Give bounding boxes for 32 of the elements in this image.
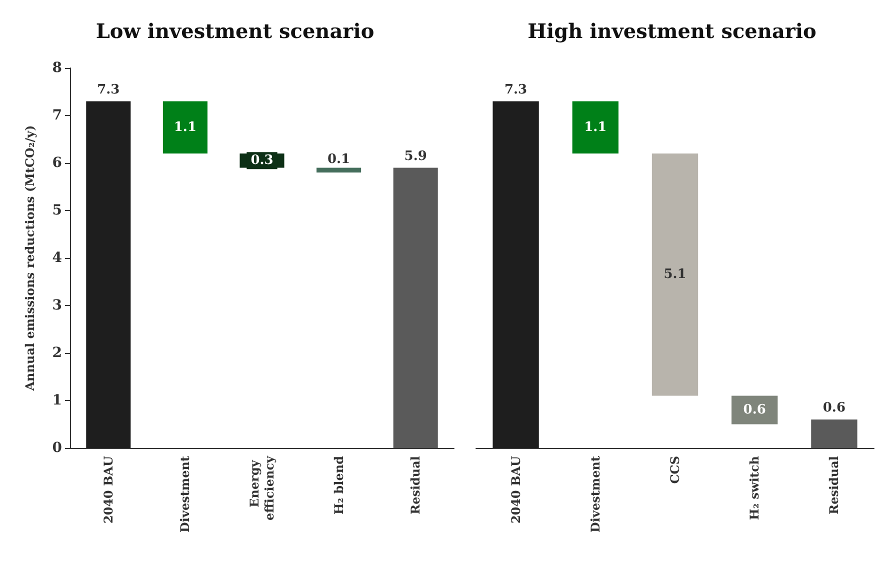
data-label: 0.1 [327, 152, 350, 167]
data-label: 0.3 [250, 153, 274, 168]
y-tick-label: 4 [52, 250, 62, 266]
y-tick-label: 7 [52, 108, 62, 124]
data-label: 0.6 [822, 400, 846, 416]
y-tick-label: 0 [52, 440, 62, 456]
x-tick-label: Energy efficiency [248, 454, 276, 521]
data-label: 1.1 [174, 120, 197, 135]
x-tick-label: H₂ blend [332, 455, 346, 514]
y-tick-label: 6 [52, 155, 62, 171]
data-label: 7.3 [97, 82, 120, 98]
chart-title: Low investment scenario [96, 19, 374, 43]
x-tick-label: Residual [827, 456, 842, 514]
x-tick-label: Divestment [178, 456, 192, 532]
y-axis-title: Annual emissions reductions (MtCO₂/y) [23, 125, 37, 392]
y-tick-label: 5 [52, 202, 62, 218]
data-label: 0.6 [743, 402, 766, 418]
x-tick-label: 2040 BAU [508, 455, 523, 524]
y-tick-label: 3 [52, 298, 62, 314]
data-label: 5.1 [664, 267, 686, 282]
x-tick-label: H₂ switch [748, 456, 762, 520]
data-label: 5.9 [404, 148, 427, 164]
x-tick-label: Residual [408, 456, 423, 514]
chart-title: High investment scenario [528, 19, 816, 43]
y-tick-label: 8 [52, 60, 62, 76]
x-tick-label: CCS [668, 456, 682, 484]
x-tick-label: Divestment [588, 456, 602, 532]
x-tick-label: 2040 BAU [101, 455, 116, 524]
data-label: 1.1 [584, 120, 607, 135]
y-tick-label: 2 [52, 345, 62, 361]
y-tick-label: 1 [52, 392, 62, 408]
data-label: 7.3 [504, 82, 528, 98]
